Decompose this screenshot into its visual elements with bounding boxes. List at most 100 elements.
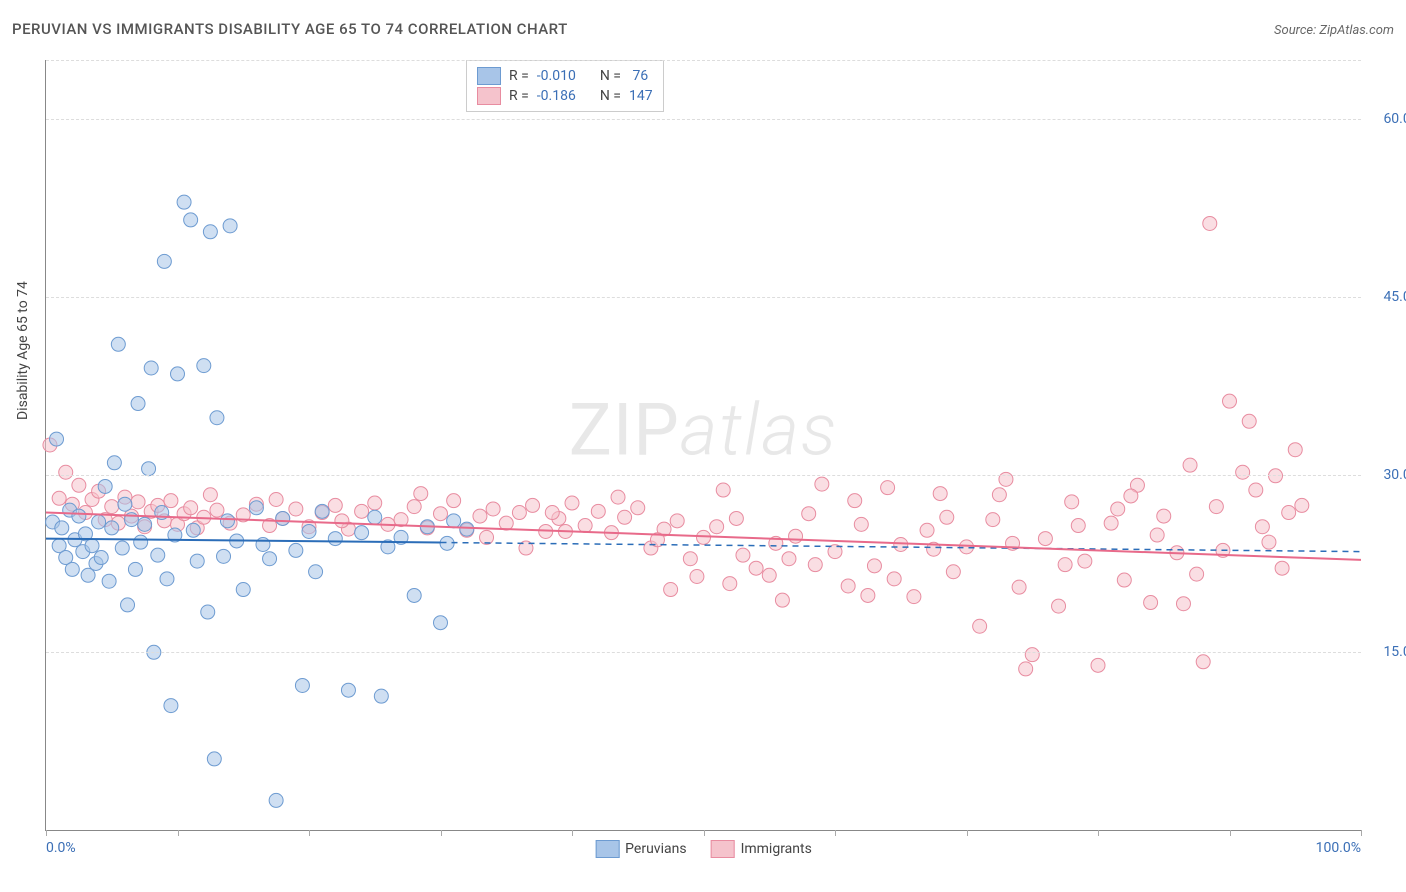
data-point bbox=[1144, 596, 1158, 610]
data-point bbox=[184, 501, 198, 515]
data-point bbox=[762, 568, 776, 582]
data-point bbox=[72, 478, 86, 492]
data-point bbox=[854, 517, 868, 531]
data-point bbox=[1249, 483, 1263, 497]
y-axis-label: Disability Age 65 to 74 bbox=[15, 281, 31, 420]
data-point bbox=[328, 498, 342, 512]
data-point bbox=[618, 510, 632, 524]
data-point bbox=[295, 678, 309, 692]
data-point bbox=[867, 559, 881, 573]
data-point bbox=[1065, 495, 1079, 509]
data-point bbox=[407, 588, 421, 602]
data-point bbox=[142, 462, 156, 476]
data-point bbox=[782, 552, 796, 566]
n-label: N = bbox=[600, 68, 621, 84]
data-point bbox=[374, 689, 388, 703]
data-point bbox=[1019, 662, 1033, 676]
data-point bbox=[664, 583, 678, 597]
data-point bbox=[164, 699, 178, 713]
data-point bbox=[177, 195, 191, 209]
data-point bbox=[220, 514, 234, 528]
data-point bbox=[1104, 516, 1118, 530]
data-point bbox=[1190, 567, 1204, 581]
data-point bbox=[940, 510, 954, 524]
correlation-row-peruvians: R = -0.010 N = 76 bbox=[477, 67, 653, 85]
data-point bbox=[309, 565, 323, 579]
data-point bbox=[105, 521, 119, 535]
data-point bbox=[184, 213, 198, 227]
data-point bbox=[115, 541, 129, 555]
data-point bbox=[1183, 458, 1197, 472]
data-point bbox=[98, 479, 112, 493]
swatch-peruvians-icon bbox=[595, 840, 619, 858]
data-point bbox=[591, 504, 605, 518]
chart-title: PERUVIAN VS IMMIGRANTS DISABILITY AGE 65… bbox=[12, 20, 568, 38]
data-point bbox=[201, 605, 215, 619]
data-point bbox=[105, 500, 119, 514]
data-point bbox=[973, 619, 987, 633]
data-point bbox=[223, 219, 237, 233]
data-point bbox=[710, 520, 724, 534]
data-point bbox=[414, 487, 428, 501]
data-point bbox=[1282, 506, 1296, 520]
data-point bbox=[151, 548, 165, 562]
data-point bbox=[269, 492, 283, 506]
data-point bbox=[203, 225, 217, 239]
data-point bbox=[335, 514, 349, 528]
data-point bbox=[545, 506, 559, 520]
data-point bbox=[881, 481, 895, 495]
data-point bbox=[1117, 573, 1131, 587]
data-point bbox=[986, 513, 1000, 527]
data-point bbox=[933, 487, 947, 501]
data-point bbox=[144, 361, 158, 375]
r-label: R = bbox=[509, 88, 529, 104]
data-point bbox=[736, 548, 750, 562]
data-point bbox=[907, 590, 921, 604]
data-point bbox=[960, 540, 974, 554]
data-point bbox=[723, 577, 737, 591]
data-point bbox=[1124, 489, 1138, 503]
data-point bbox=[118, 497, 132, 511]
data-point bbox=[1255, 520, 1269, 534]
data-point bbox=[1111, 502, 1125, 516]
data-point bbox=[111, 337, 125, 351]
legend-item-immigrants: Immigrants bbox=[711, 840, 812, 858]
data-point bbox=[210, 503, 224, 517]
data-point bbox=[861, 588, 875, 602]
data-point bbox=[102, 574, 116, 588]
data-point bbox=[131, 495, 145, 509]
data-point bbox=[186, 523, 200, 537]
data-point bbox=[236, 583, 250, 597]
data-point bbox=[355, 504, 369, 518]
data-point bbox=[55, 521, 69, 535]
data-point bbox=[368, 496, 382, 510]
data-point bbox=[269, 793, 283, 807]
data-point bbox=[203, 488, 217, 502]
data-point bbox=[138, 517, 152, 531]
data-point bbox=[289, 543, 303, 557]
data-point bbox=[1157, 509, 1171, 523]
data-point bbox=[157, 254, 171, 268]
y-tick-label: 30.0% bbox=[1366, 467, 1406, 483]
data-point bbox=[59, 465, 73, 479]
data-point bbox=[341, 683, 355, 697]
r-label: R = bbox=[509, 68, 529, 84]
data-point bbox=[578, 519, 592, 533]
data-point bbox=[1203, 216, 1217, 230]
x-tick-label: 100.0% bbox=[1316, 840, 1361, 856]
data-point bbox=[486, 502, 500, 516]
data-point bbox=[920, 523, 934, 537]
n-label: N = bbox=[600, 88, 621, 104]
data-point bbox=[1058, 558, 1072, 572]
data-point bbox=[164, 494, 178, 508]
chart-plot-area: ZIPatlas R = -0.010 N = 76 R = -0.186 N … bbox=[45, 60, 1361, 831]
data-point bbox=[670, 514, 684, 528]
data-point bbox=[808, 558, 822, 572]
correlation-legend-box: R = -0.010 N = 76 R = -0.186 N = 147 bbox=[466, 60, 664, 112]
data-point bbox=[328, 532, 342, 546]
data-point bbox=[1269, 469, 1283, 483]
data-point bbox=[894, 538, 908, 552]
data-point bbox=[256, 538, 270, 552]
data-point bbox=[92, 515, 106, 529]
data-point bbox=[121, 598, 135, 612]
